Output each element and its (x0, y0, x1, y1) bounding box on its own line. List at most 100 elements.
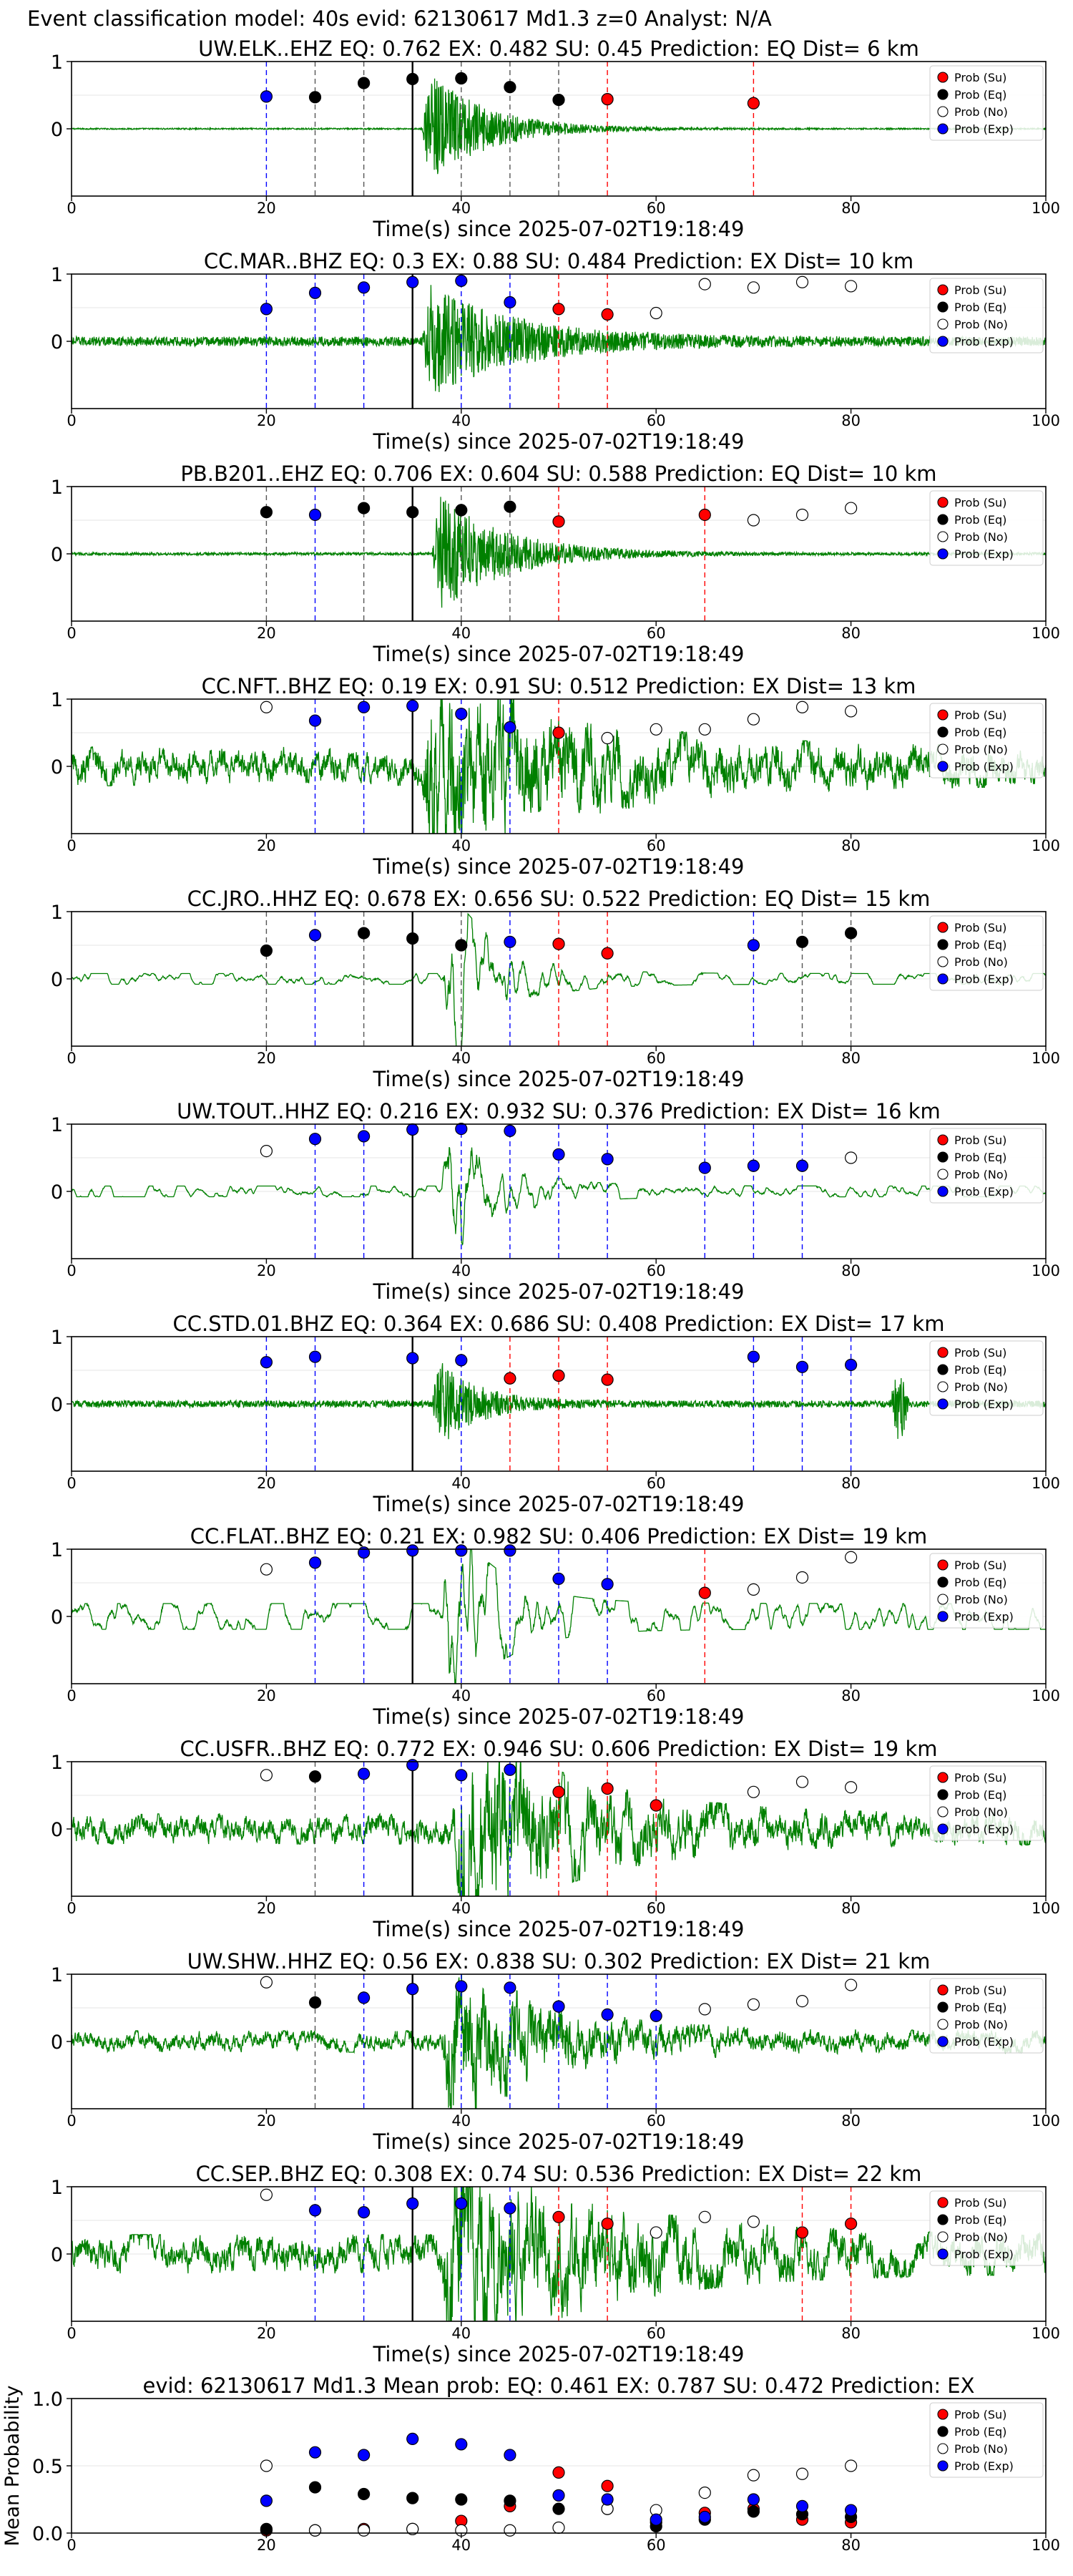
point-eq (358, 77, 371, 89)
y-tick-label: 1 (51, 902, 63, 924)
legend-label: Prob (Su) (954, 708, 1006, 722)
legend-marker-su (937, 284, 949, 296)
point-exp (504, 935, 516, 948)
panel-title: CC.FLAT..BHZ EQ: 0.21 EX: 0.982 SU: 0.40… (190, 1524, 928, 1548)
legend-label: Prob (Exp) (954, 1397, 1014, 1411)
x-tick-label: 100 (1032, 2112, 1060, 2129)
x-tick-label: 60 (647, 2112, 666, 2129)
x-tick-label: 80 (841, 2325, 861, 2342)
legend-label: Prob (Exp) (954, 760, 1014, 774)
y-tick-label: 1 (51, 1752, 63, 1774)
legend-box (929, 1553, 1044, 1629)
point-exp (795, 1159, 809, 1172)
point-exp (358, 1991, 371, 2004)
point-no (260, 1563, 273, 1576)
y-tick-label: 0 (51, 2031, 63, 2054)
point-exp (406, 275, 419, 288)
point-su (552, 303, 565, 316)
point-no (795, 1571, 809, 1584)
legend-label: Prob (Eq) (954, 88, 1006, 102)
point-exp (455, 1980, 468, 1993)
point-no (747, 2215, 760, 2228)
point-exp (650, 2513, 662, 2526)
point-su (601, 308, 614, 321)
legend-marker-eq (937, 1789, 949, 1800)
point-no (260, 1769, 273, 1782)
point-su (601, 2218, 614, 2230)
legend-marker-no (937, 1169, 949, 1180)
legend-label: Prob (No) (954, 2230, 1008, 2244)
x-tick-label: 80 (841, 1262, 861, 1279)
legend-marker-eq (937, 2001, 949, 2013)
x-tick-label: 20 (257, 2537, 276, 2554)
point-eq (406, 72, 419, 86)
point-no (747, 1785, 760, 1798)
panel-content (72, 487, 1046, 621)
legend-label: Prob (No) (954, 2018, 1008, 2031)
x-tick-label: 80 (841, 412, 861, 429)
legend-label: Prob (Su) (954, 496, 1006, 509)
y-tick-label: 0 (51, 2244, 63, 2266)
x-tick-label: 0 (67, 1900, 76, 1917)
point-no (650, 723, 662, 736)
panel-content (72, 699, 1046, 834)
point-no (844, 1551, 858, 1563)
x-axis-label: Time(s) since 2025-07-02T19:18:49 (373, 1492, 745, 1516)
y-tick-label: 0 (51, 331, 63, 353)
legend-label: Prob (Exp) (954, 2035, 1014, 2049)
chart-panel-12: evid: 62130617 Md1.3 Mean prob: EQ: 0.46… (1, 2373, 1060, 2554)
point-exp (504, 2449, 516, 2462)
x-tick-label: 20 (257, 625, 276, 642)
point-exp (455, 1122, 468, 1136)
point-exp (260, 303, 273, 316)
point-su (552, 1785, 565, 1798)
legend-label: Prob (Eq) (954, 513, 1006, 527)
x-axis-label: Time(s) since 2025-07-02T19:18:49 (373, 1917, 745, 1941)
legend-label: Prob (No) (954, 318, 1008, 331)
y-axis-label: Mean Probability (1, 2386, 24, 2547)
point-no (260, 2188, 273, 2201)
point-exp (844, 1358, 858, 1372)
point-no (795, 2467, 809, 2480)
x-axis-label: Time(s) since 2025-07-02T19:18:49 (373, 2129, 745, 2154)
legend-marker-no (937, 743, 949, 755)
legend-label: Prob (No) (954, 1168, 1008, 1181)
legend-label: Prob (Su) (954, 1984, 1006, 1997)
point-exp (844, 2504, 858, 2517)
x-tick-label: 0 (67, 200, 76, 217)
y-tick-label: 0.5 (32, 2456, 63, 2478)
x-tick-label: 40 (451, 1050, 471, 1067)
panel-title: CC.USFR..BHZ EQ: 0.772 EX: 0.946 SU: 0.6… (180, 1737, 937, 1761)
point-su (844, 2218, 858, 2230)
point-su (698, 508, 711, 522)
point-no (844, 502, 858, 514)
legend-marker-eq (937, 726, 949, 738)
x-tick-label: 100 (1032, 200, 1060, 217)
point-exp (406, 1123, 419, 1136)
chart-panel-9: CC.USFR..BHZ EQ: 0.772 EX: 0.946 SU: 0.6… (51, 1737, 1060, 1941)
x-tick-label: 60 (647, 412, 666, 429)
x-tick-label: 100 (1032, 1687, 1060, 1704)
legend-box (929, 2190, 1044, 2266)
x-tick-label: 80 (841, 1475, 861, 1492)
point-exp (308, 714, 322, 727)
panel-content (72, 1549, 1046, 1684)
y-tick-label: 1 (51, 477, 63, 499)
x-tick-label: 0 (67, 1475, 76, 1492)
point-no (650, 306, 662, 320)
point-eq (406, 506, 419, 519)
point-no (308, 2524, 322, 2537)
x-tick-label: 20 (257, 1475, 276, 1492)
point-eq (795, 935, 809, 948)
point-eq (358, 927, 371, 940)
chart-panel-5: CC.JRO..HHZ EQ: 0.678 EX: 0.656 SU: 0.52… (51, 887, 1060, 1091)
x-tick-label: 60 (647, 625, 666, 642)
x-tick-label: 20 (257, 1050, 276, 1067)
point-su (698, 1586, 711, 1599)
waveform-trace (72, 2187, 1046, 2321)
point-eq (308, 1996, 322, 2009)
point-eq (358, 502, 371, 514)
point-exp (455, 274, 468, 287)
x-axis-label: Time(s) since 2025-07-02T19:18:49 (373, 1279, 745, 1304)
